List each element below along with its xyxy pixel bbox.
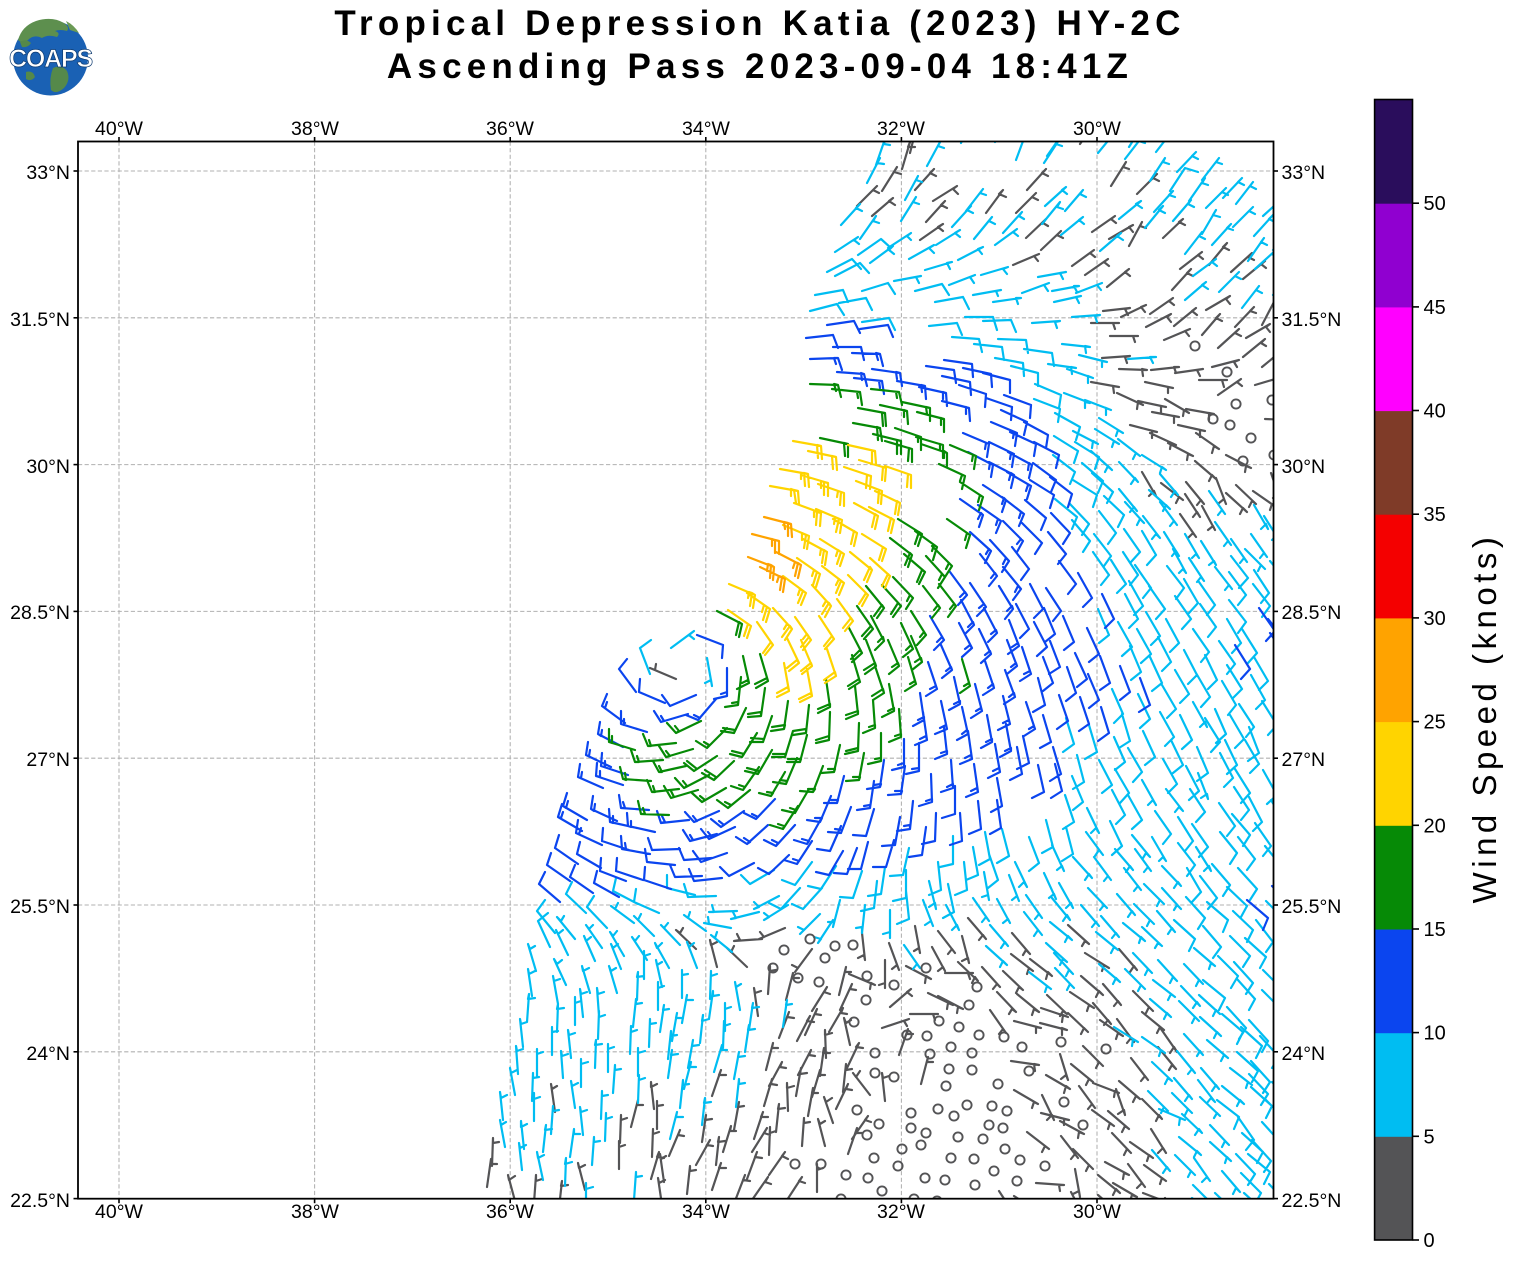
svg-text:34°W: 34°W <box>682 1201 730 1223</box>
svg-text:33°N: 33°N <box>1282 162 1326 184</box>
svg-text:28.5°N: 28.5°N <box>10 602 70 624</box>
svg-text:Tropical Depression Katia (202: Tropical Depression Katia (2023) HY-2C <box>334 4 1185 43</box>
svg-text:31.5°N: 31.5°N <box>10 309 70 331</box>
svg-text:31.5°N: 31.5°N <box>1282 309 1342 331</box>
svg-text:24°N: 24°N <box>1282 1043 1326 1065</box>
svg-text:25.5°N: 25.5°N <box>10 896 70 918</box>
svg-text:50: 50 <box>1424 193 1446 215</box>
svg-text:34°W: 34°W <box>682 118 730 140</box>
svg-text:28.5°N: 28.5°N <box>1282 602 1342 624</box>
svg-text:36°W: 36°W <box>486 118 534 140</box>
svg-text:38°W: 38°W <box>291 118 339 140</box>
svg-text:COAPS: COAPS <box>9 45 92 73</box>
svg-text:27°N: 27°N <box>26 749 70 771</box>
svg-text:40°W: 40°W <box>95 1201 143 1223</box>
svg-text:25: 25 <box>1424 712 1446 734</box>
svg-text:30°N: 30°N <box>26 456 70 478</box>
svg-text:15: 15 <box>1424 919 1446 941</box>
svg-text:35: 35 <box>1424 504 1446 526</box>
svg-text:24°N: 24°N <box>26 1043 70 1065</box>
svg-text:33°N: 33°N <box>26 162 70 184</box>
svg-text:32°W: 32°W <box>877 1201 925 1223</box>
svg-text:Ascending Pass 2023-09-04 18:4: Ascending Pass 2023-09-04 18:41Z <box>387 47 1133 86</box>
svg-text:10: 10 <box>1424 1023 1446 1045</box>
svg-text:22.5°N: 22.5°N <box>1282 1190 1342 1212</box>
svg-text:30°N: 30°N <box>1282 456 1326 478</box>
svg-text:30°W: 30°W <box>1073 118 1121 140</box>
svg-text:36°W: 36°W <box>486 1201 534 1223</box>
svg-text:Wind Speed (knots): Wind Speed (knots) <box>1466 533 1503 904</box>
svg-text:32°W: 32°W <box>877 118 925 140</box>
svg-text:5: 5 <box>1424 1126 1435 1148</box>
svg-text:25.5°N: 25.5°N <box>1282 896 1342 918</box>
svg-text:45: 45 <box>1424 297 1446 319</box>
svg-text:30°W: 30°W <box>1073 1201 1121 1223</box>
svg-text:27°N: 27°N <box>1282 749 1326 771</box>
svg-text:22.5°N: 22.5°N <box>10 1190 70 1212</box>
svg-text:30: 30 <box>1424 608 1446 630</box>
svg-text:20: 20 <box>1424 815 1446 837</box>
svg-text:38°W: 38°W <box>291 1201 339 1223</box>
svg-text:40: 40 <box>1424 401 1446 423</box>
svg-text:40°W: 40°W <box>95 118 143 140</box>
svg-text:0: 0 <box>1424 1230 1435 1252</box>
